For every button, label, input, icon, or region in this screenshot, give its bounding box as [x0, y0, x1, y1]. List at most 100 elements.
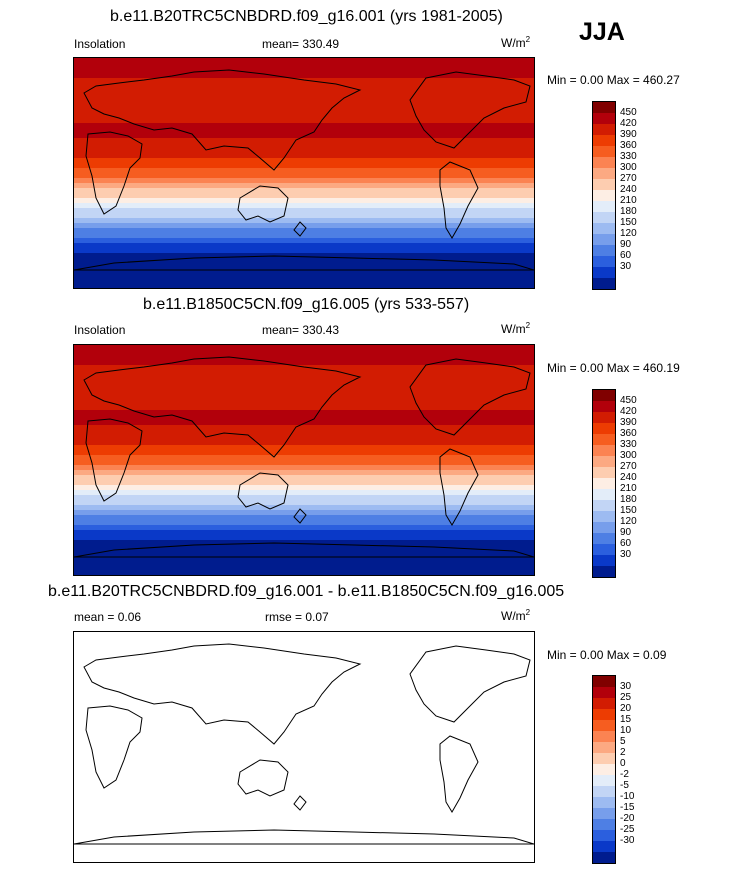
colorbar-tick-label: 5: [620, 736, 626, 747]
zonal-band: [74, 540, 534, 546]
colorbar-swatch: [593, 256, 615, 267]
colorbar-swatch: [593, 797, 615, 808]
colorbar-tick-label: 360: [620, 140, 637, 151]
colorbar-tick-label: 330: [620, 151, 637, 162]
zonal-band: [74, 168, 534, 174]
zonal-band: [74, 248, 534, 254]
zonal-band: [74, 395, 534, 401]
colorbar-tick-label: 60: [620, 538, 632, 549]
colorbar-tick-label: 450: [620, 395, 637, 406]
zonal-band: [74, 520, 534, 526]
zonal-band: [74, 420, 534, 426]
colorbar-swatch: [593, 555, 615, 566]
zonal-band: [74, 450, 534, 456]
panel-2-left-label: Insolation: [74, 323, 126, 337]
zonal-band: [74, 118, 534, 124]
colorbar-swatch: [593, 190, 615, 201]
zonal-band: [74, 78, 534, 84]
colorbar-tick-label: 25: [620, 692, 632, 703]
map-canvas: [74, 643, 534, 845]
panel-1-left-label: Insolation: [74, 37, 126, 51]
colorbar-tick-label: 150: [620, 217, 637, 228]
colorbar-swatch: [593, 544, 615, 555]
coastline: [74, 255, 534, 271]
zonal-band: [74, 500, 534, 506]
zonal-band: [74, 555, 534, 561]
zonal-band: [74, 188, 534, 194]
colorbar-tick-label: 30: [620, 261, 632, 272]
zonal-band: [74, 88, 534, 94]
zonal-band: [74, 238, 534, 244]
colorbar-swatch: [593, 179, 615, 190]
zonal-band: [74, 400, 534, 406]
zonal-band: [74, 390, 534, 396]
colorbar-swatch: [593, 412, 615, 423]
colorbar-swatch: [593, 157, 615, 168]
colorbar-swatch: [593, 102, 615, 113]
zonal-band: [74, 183, 534, 189]
coastline: [83, 69, 362, 171]
zonal-band: [74, 380, 534, 386]
zonal-band: [74, 113, 534, 119]
coastline: [237, 472, 289, 510]
zonal-band: [74, 93, 534, 99]
zonal-band: [74, 163, 534, 169]
colorbar-swatch: [593, 764, 615, 775]
colorbar-tick-label: 300: [620, 162, 637, 173]
colorbar-tick-label: -20: [620, 813, 635, 824]
zonal-band: [74, 530, 534, 536]
colorbar-tick-label: 0: [620, 758, 626, 769]
colorbar-swatch: [593, 390, 615, 401]
zonal-band: [74, 218, 534, 224]
colorbar-tick-label: -5: [620, 780, 629, 791]
zonal-band: [74, 128, 534, 134]
coastline: [439, 448, 479, 526]
colorbar-tick-label: 20: [620, 703, 632, 714]
colorbar-swatch: [593, 267, 615, 278]
colorbar-swatch: [593, 423, 615, 434]
map-canvas: [74, 345, 534, 575]
zonal-band: [74, 173, 534, 179]
zonal-band: [74, 253, 534, 259]
colorbar-swatch: [593, 511, 615, 522]
colorbar-swatch: [593, 489, 615, 500]
colorbar-tick-label: 120: [620, 516, 637, 527]
colorbar-swatch: [593, 676, 615, 687]
colorbar-tick-label: 390: [620, 417, 637, 428]
colorbar-swatch: [593, 223, 615, 234]
colorbar-tick-label: 420: [620, 118, 637, 129]
coastline: [409, 358, 531, 436]
zonal-band: [74, 430, 534, 436]
coastline: [85, 131, 143, 215]
zonal-band: [74, 490, 534, 496]
colorbar-tick-label: -15: [620, 802, 635, 813]
zonal-band: [74, 193, 534, 199]
colorbar-tick-label: 450: [620, 107, 637, 118]
coastline: [293, 221, 307, 237]
panel-2-title: b.e11.B1850C5CN.f09_g16.005 (yrs 533-557…: [143, 296, 470, 313]
zonal-band: [74, 198, 534, 204]
zonal-band: [74, 570, 534, 575]
zonal-band: [74, 460, 534, 466]
zonal-band: [74, 475, 534, 481]
zonal-band: [74, 425, 534, 431]
colorbar-tick-label: 150: [620, 505, 637, 516]
colorbar-tick-label: 15: [620, 714, 632, 725]
panel-2-map: [73, 344, 535, 576]
colorbar-tick-label: 420: [620, 406, 637, 417]
coastline: [439, 161, 479, 239]
zonal-band: [74, 505, 534, 511]
colorbar-swatch: [593, 533, 615, 544]
colorbar-tick-label: -25: [620, 824, 635, 835]
zonal-band: [74, 268, 534, 274]
colorbar-swatch: [593, 775, 615, 786]
colorbar-swatch: [593, 135, 615, 146]
zonal-band: [74, 243, 534, 249]
colorbar-tick-label: 180: [620, 206, 637, 217]
zonal-band: [74, 123, 534, 129]
colorbar-swatch: [593, 522, 615, 533]
colorbar-swatch: [593, 742, 615, 753]
zonal-band: [74, 345, 534, 351]
coastline: [409, 71, 531, 149]
colorbar-tick-label: -2: [620, 769, 629, 780]
